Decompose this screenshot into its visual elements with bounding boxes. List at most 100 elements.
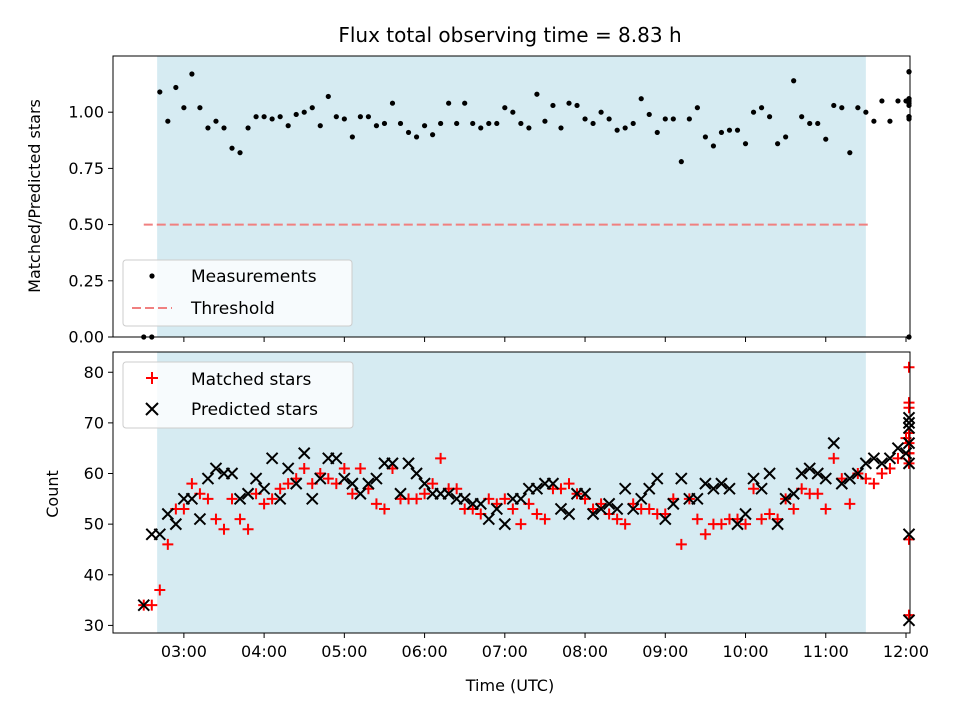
measurement-point <box>831 102 837 109</box>
matched-star-point <box>258 498 270 510</box>
predicted-star-point <box>659 512 672 526</box>
measurement-point <box>855 105 861 111</box>
measurement-point <box>205 125 211 131</box>
predicted-star-point <box>859 457 873 470</box>
measurement-point <box>686 116 692 122</box>
matched-star-point <box>876 468 888 480</box>
matched-star-point <box>427 478 439 490</box>
predicted-star-point <box>482 512 495 526</box>
y-tick-label: 70 <box>84 413 104 432</box>
matched-star-point <box>435 452 447 464</box>
matched-star-point <box>903 402 915 414</box>
matched-star-point <box>515 518 527 530</box>
predicted-star-point <box>699 477 712 490</box>
measurement-point <box>325 93 331 100</box>
predicted-star-point <box>883 452 897 465</box>
predicted-star-point <box>209 462 223 475</box>
matched-star-point <box>370 498 382 510</box>
measurement-point <box>906 102 912 109</box>
predicted-star-point <box>902 411 916 425</box>
predicted-star-point <box>289 477 303 490</box>
bottom-legend: Matched stars Predicted stars <box>122 361 354 429</box>
predicted-star-point <box>530 482 544 495</box>
measurement-point <box>807 120 813 127</box>
x-axis-title: Time (UTC) <box>465 676 554 695</box>
predicted-star-point <box>394 487 407 500</box>
legend-measurements-marker <box>149 273 155 279</box>
matched-star-point <box>715 518 727 530</box>
matched-star-point <box>274 483 286 495</box>
measurement-point <box>333 114 339 120</box>
matched-star-point <box>298 462 310 474</box>
measurement-point <box>758 105 765 111</box>
measurement-point <box>678 159 684 165</box>
measurement-point <box>373 123 380 129</box>
measurement-point <box>791 78 797 84</box>
measurement-point <box>630 120 636 127</box>
measurement-point <box>277 114 283 120</box>
predicted-star-point <box>902 528 916 541</box>
measurement-point <box>405 129 412 136</box>
predicted-star-point <box>586 507 600 521</box>
matched-star-point <box>611 513 623 525</box>
measurement-point <box>614 127 620 133</box>
matched-star-point <box>242 523 254 535</box>
measurement-point <box>646 111 652 118</box>
predicted-star-point <box>875 457 889 470</box>
measurement-point <box>261 114 267 120</box>
matched-star-point <box>266 493 278 505</box>
measurement-point <box>702 134 709 140</box>
matched-star-point <box>756 513 768 525</box>
measurement-point <box>654 129 660 136</box>
y-tick-label: 40 <box>84 565 104 584</box>
measurement-point <box>622 125 628 131</box>
predicted-star-point <box>514 492 528 506</box>
measurement-point <box>815 120 821 127</box>
measurement-point <box>775 141 781 147</box>
measurement-point <box>906 114 912 120</box>
measurement-point <box>718 129 725 136</box>
top-legend-frame <box>122 259 353 327</box>
measurement-point <box>165 118 171 124</box>
predicted-star-point <box>193 512 207 526</box>
measurement-point <box>301 109 307 115</box>
predicted-star-point <box>635 492 648 506</box>
predicted-star-point <box>330 452 343 465</box>
matched-star-point <box>234 513 246 525</box>
predicted-star-point <box>578 487 592 500</box>
matched-star-point <box>419 488 431 500</box>
x-tick-label: 04:00 <box>241 642 287 661</box>
predicted-star-point <box>618 482 632 495</box>
measurement-point <box>839 105 845 111</box>
predicted-star-point <box>643 482 656 495</box>
matched-star-point <box>202 493 214 505</box>
measurement-point <box>906 96 912 102</box>
measurement-point <box>606 116 612 122</box>
measurement-point <box>221 125 227 131</box>
measurement-point <box>446 100 452 106</box>
measurement-point <box>598 109 604 115</box>
predicted-star-point <box>338 472 351 485</box>
predicted-star-point <box>490 502 503 516</box>
y-tick-label: 60 <box>84 464 104 483</box>
measurement-point <box>381 120 388 127</box>
predicted-star-point <box>843 472 857 485</box>
predicted-star-point <box>185 492 199 506</box>
y-tick-label: 1.00 <box>68 103 104 122</box>
measurement-point <box>783 134 789 140</box>
predicted-star-point <box>257 482 271 495</box>
predicted-star-point <box>819 472 832 485</box>
predicted-star-point <box>442 487 455 500</box>
measurement-point <box>269 116 275 122</box>
predicted-star-point <box>827 436 840 450</box>
y-tick-label: 0.00 <box>68 328 104 347</box>
predicted-star-point <box>249 472 263 485</box>
legend-threshold-label: Threshold <box>190 299 275 319</box>
predicted-star-point <box>779 492 792 506</box>
y-tick-label: 80 <box>84 363 104 382</box>
measurement-point <box>534 91 540 97</box>
matched-star-point <box>499 493 511 505</box>
measurement-point <box>542 118 548 124</box>
measurement-point <box>871 118 877 124</box>
